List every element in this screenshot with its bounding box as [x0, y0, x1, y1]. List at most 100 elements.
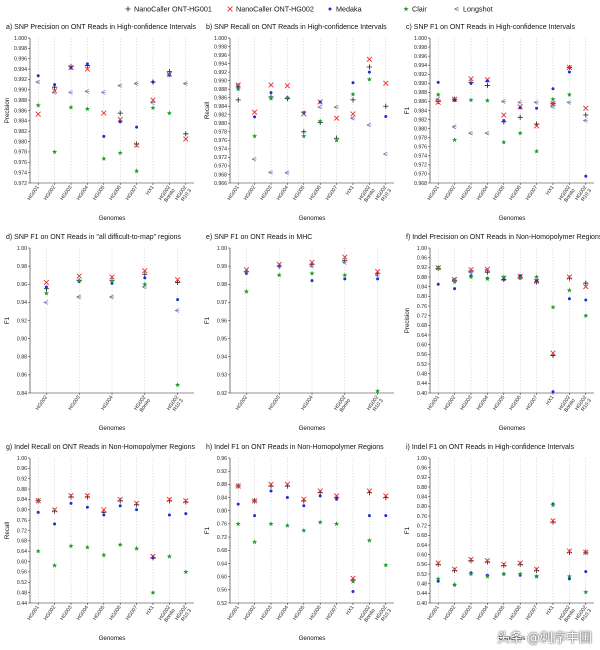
point-medaka: [384, 514, 388, 518]
point-clair: [566, 287, 572, 293]
point-longshot: [150, 100, 155, 106]
y-tick-label: 1.000: [14, 36, 27, 42]
x-axis-label: Genomes: [299, 215, 326, 222]
y-axis-label: F1: [204, 316, 211, 324]
series-medaka: [236, 70, 388, 119]
point-clair: [452, 582, 458, 588]
gridlines: [37, 458, 187, 603]
point-nanocaller_hg002: [566, 548, 573, 554]
x-tick-label: HG006: [308, 185, 322, 202]
point-nanocaller_hg002: [468, 76, 474, 82]
y-tick-label: 0.72: [417, 523, 427, 529]
point-longshot: [550, 104, 555, 110]
point-longshot: [468, 130, 473, 136]
legend-marker-longshot: [454, 6, 459, 12]
x-tick-label: HG005: [492, 395, 506, 412]
y-tick-label: 0.968: [214, 172, 227, 178]
series-clair: [435, 91, 572, 154]
y-tick-label: 0.56: [417, 352, 427, 358]
y-tick-label: 0.76: [417, 514, 427, 520]
point-nanocaller_hg001: [517, 114, 523, 120]
x-tick-label: HX1: [345, 185, 356, 197]
point-medaka: [176, 298, 180, 302]
panel-b-svg: b) SNP Recall on ONT Reads in High-confi…: [204, 24, 394, 222]
point-nanocaller_hg002: [468, 267, 474, 273]
point-longshot: [174, 308, 180, 313]
point-clair: [517, 130, 523, 136]
point-medaka: [367, 514, 371, 518]
y-tick-label: 0.99: [217, 264, 227, 270]
point-nanocaller_hg001: [117, 110, 123, 116]
point-nanocaller_hg002: [284, 83, 291, 89]
point-longshot: [350, 115, 355, 121]
panel-i-indel-f1-hc: i) Indel F1 on ONT Reads in High-confide…: [400, 438, 600, 648]
y-tick-label: 0.84: [217, 495, 227, 501]
y-tick-label: 0.60: [417, 552, 427, 558]
point-clair: [35, 102, 41, 108]
series-longshot: [235, 82, 388, 176]
point-nanocaller_hg002: [109, 274, 115, 280]
point-longshot: [268, 170, 273, 175]
point-nanocaller_hg002: [251, 498, 258, 504]
point-clair: [501, 571, 507, 577]
series-nanocaller_hg002: [35, 492, 189, 560]
y-tick-label: 0.974: [14, 170, 27, 176]
y-tick-label: 0.970: [414, 172, 427, 178]
x-tick-label: HG001: [226, 185, 240, 202]
x-tick-label: HG002: [35, 395, 49, 412]
series-longshot: [43, 284, 180, 313]
series-medaka: [236, 489, 388, 593]
y-tick-label: 0.976: [414, 145, 427, 151]
point-nanocaller_hg002: [133, 142, 140, 148]
x-tick-label: HG005: [92, 605, 106, 622]
x-tick-label: HG005: [92, 185, 106, 202]
y-tick-label: 0.98: [17, 264, 27, 270]
y-tick-label: 1.00: [17, 246, 27, 252]
point-clair: [366, 76, 372, 82]
point-nanocaller_hg002: [342, 254, 348, 260]
point-clair: [284, 522, 290, 528]
point-medaka: [85, 62, 89, 66]
y-tick-label: 0.976: [14, 160, 27, 166]
x-tick-label: HG007: [325, 605, 339, 622]
point-medaka: [318, 100, 322, 104]
point-clair: [517, 275, 523, 281]
series-nanocaller_hg001: [435, 265, 589, 359]
point-longshot: [583, 118, 588, 123]
series-clair: [235, 76, 372, 143]
point-nanocaller_hg001: [142, 271, 148, 277]
x-axis-label: Genomes: [99, 215, 126, 222]
y-tick-label: 1.00: [417, 456, 427, 462]
y-tick-label: 0.92: [217, 391, 227, 397]
point-nanocaller_hg002: [533, 566, 540, 572]
point-longshot: [183, 81, 188, 86]
point-nanocaller_hg002: [533, 123, 540, 129]
point-nanocaller_hg001: [366, 64, 372, 70]
x-tick-label: HG002Bonito: [558, 605, 577, 625]
x-tick-label: HG002Bonito: [158, 185, 177, 205]
gridlines: [437, 248, 587, 393]
x-tick-label: HG005: [292, 185, 306, 202]
x-tick-label: HG003: [59, 185, 73, 202]
point-clair: [35, 548, 41, 554]
point-clair: [484, 276, 490, 282]
point-nanocaller_hg002: [76, 273, 82, 279]
point-medaka: [36, 74, 40, 78]
point-nanocaller_hg001: [550, 352, 556, 359]
panel-title: h) Indel F1 on ONT Reads in Non-Homopoly…: [206, 444, 384, 451]
legend-entry-nanocaller_hg002: NanoCaller ONT-HG002: [227, 5, 314, 14]
point-longshot: [484, 267, 490, 273]
panel-title: b) SNP Recall on ONT Reads in High-confi…: [206, 24, 387, 31]
series-clair: [235, 519, 389, 584]
panel-h-svg: h) Indel F1 on ONT Reads in Non-Homopoly…: [204, 444, 394, 642]
y-tick-label: 0.998: [14, 46, 27, 52]
point-medaka: [567, 577, 571, 581]
y-tick-label: 0.88: [417, 485, 427, 491]
series-clair: [35, 542, 189, 595]
point-clair: [166, 553, 172, 559]
point-clair: [583, 589, 589, 595]
point-medaka: [102, 513, 106, 517]
point-medaka: [184, 512, 188, 516]
y-tick-label: 0.60: [217, 574, 227, 580]
series-medaka: [436, 502, 588, 587]
